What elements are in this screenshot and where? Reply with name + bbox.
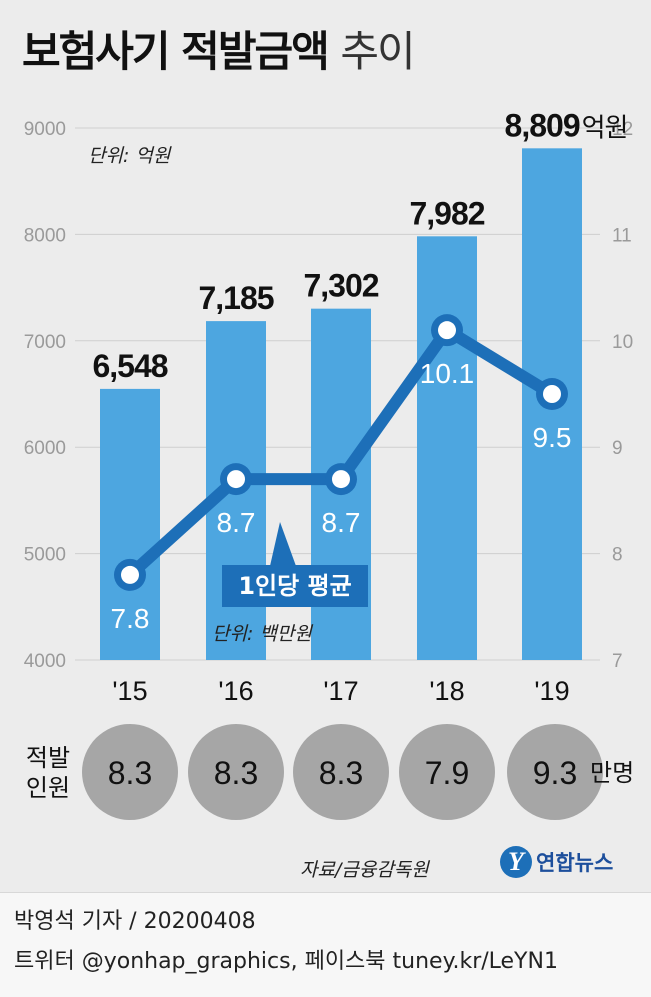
right-tick-label: 9 [612,438,623,459]
bar-value-labels: 6,548 7,185 7,302 7,982 8,809억원 [92,107,628,384]
bar-value-label: 8,809억원 [505,107,628,143]
right-tick-label: 8 [612,545,623,566]
line-value-label: 10.1 [420,358,475,389]
detected-label-line2: 인원 [26,774,70,802]
detected-value: 7.9 [425,755,469,791]
bar-value: 8,809 [505,107,580,143]
bar-value-unit: 억원 [582,112,628,142]
detected-circle [293,724,389,820]
title-sub: 추이 [340,27,415,76]
left-tick-label: 5000 [24,545,66,566]
line-marker-inner [227,470,245,489]
x-axis: '15 '16 '17 '18 '19 [112,676,569,706]
bar-value-label: 7,982 [409,195,484,231]
line-marker-inner [438,321,456,340]
line-value-label: 8.7 [322,507,361,538]
yonhap-logo: Y 연합뉴스 [500,846,613,878]
bar-value-label: 7,302 [303,268,378,304]
bar-value: 7,302 [303,268,378,304]
chart-title: 보험사기 적발금액 추이 [22,18,416,79]
detected-count-circles: 8.3 8.3 8.3 7.9 9.3 만명 [82,724,634,820]
line-marker-inner [543,385,561,403]
line-series: 7.8 8.7 8.7 10.1 9.5 [111,314,572,634]
detected-value: 8.3 [108,755,152,791]
source-text: 자료/금융감독원 [300,859,429,881]
left-tick-label: 9000 [24,119,66,140]
bar-value: 7,185 [198,280,273,316]
bar-unit-label: 단위: 억원 [88,145,172,167]
x-tick-label: '19 [534,676,569,706]
line-value-label: 9.5 [533,422,572,453]
left-tick-label: 6000 [24,438,66,459]
x-tick-label: '18 [429,676,464,706]
left-tick-label: 4000 [24,651,66,672]
yonhap-logo-text: 연합뉴스 [536,851,614,875]
left-axis: 4000 5000 6000 7000 8000 9000 [24,119,66,672]
footer: 박영석 기자 / 20200408 트위터 @yonhap_graphics, … [0,892,651,997]
sns-info: 트위터 @yonhap_graphics, 페이스북 tuney.kr/LeYN… [14,949,558,974]
detected-value: 9.3 [533,755,577,791]
right-tick-label: 12 [612,119,633,140]
line-unit-label: 단위: 백만원 [212,623,313,645]
bar-value-label: 7,185 [198,280,273,316]
title-main: 보험사기 적발금액 [22,27,330,76]
right-axis: 7 8 9 10 11 12 [612,119,633,672]
right-tick-label: 11 [612,225,632,246]
line-marker-inner [121,565,139,584]
x-tick-label: '16 [218,676,253,706]
detected-label-line1: 적발 [26,744,70,772]
right-tick-label: 7 [612,651,623,672]
x-tick-label: '15 [112,676,147,706]
x-tick-label: '17 [323,676,358,706]
bar-value: 6,548 [92,348,167,384]
yonhap-logo-icon: Y [500,846,532,878]
right-tick-label: 10 [612,332,633,353]
bar-value: 7,982 [409,195,484,231]
detected-value: 8.3 [214,755,258,791]
left-tick-label: 8000 [24,225,66,246]
line-marker-inner [332,470,350,489]
line-value-label: 7.8 [111,603,150,634]
detected-circle [188,724,284,820]
detected-circle [399,724,495,820]
detected-circle [82,724,178,820]
detected-circle [507,724,603,820]
byline: 박영석 기자 / 20200408 [14,909,256,934]
bar-value-label: 6,548 [92,348,167,384]
line-series-name: 1인당 평균 [238,572,351,600]
bar [417,236,477,661]
left-tick-label: 7000 [24,332,66,353]
line-value-label: 8.7 [217,507,256,538]
line-callout: 1인당 평균 [222,522,368,607]
bar [100,388,160,660]
detected-value: 8.3 [319,755,363,791]
detected-unit: 만명 [590,759,634,787]
